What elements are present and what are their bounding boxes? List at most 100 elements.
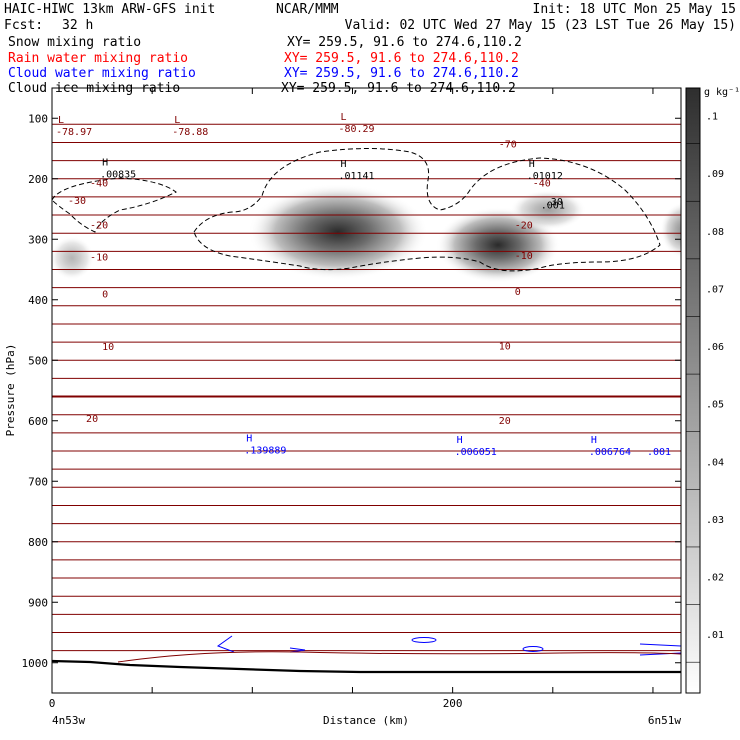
colorbar-label: .06 (706, 342, 724, 353)
colorbar-ramp (685, 87, 701, 694)
y-axis-label: Pressure (hPa) (4, 344, 17, 437)
left-endpoint-label: 4n53w (52, 714, 85, 727)
y-tick-label: 700 (28, 475, 48, 488)
colorbar-label: .08 (706, 227, 724, 238)
field-cloudwater-name: Cloud water mixing ratio (8, 66, 196, 81)
cloud-outline-dashed (52, 177, 177, 233)
contour-value-label: 20 (86, 414, 98, 425)
low-marker: L-78.97 (56, 115, 92, 138)
contour-value-label: -30 (68, 196, 86, 207)
field-rain-xy: XY= 259.5, 91.6 to 274.6,110.2 (284, 51, 519, 66)
marker-value: .01141 (338, 171, 374, 182)
valid-time: Valid: 02 UTC Wed 27 May 15 (23 LST Tue … (345, 18, 736, 33)
terrain-line (52, 659, 681, 674)
marker-value: .006764 (589, 447, 631, 458)
low-marker: L-78.88 (172, 115, 208, 138)
contour-labels: -70 -40 -40 -30 -20 -20 -10 -10 0 0 10 10 20 20 (68, 139, 551, 426)
contour-value-label: -40 (90, 179, 108, 190)
contour-value-label: 10 (499, 341, 511, 352)
colorbar-label: .05 (706, 400, 724, 411)
field-cloudwater-xy: XY= 259.5, 91.6 to 274.6,110.2 (284, 66, 519, 81)
high-marker: H.01141 (338, 159, 374, 182)
field-snow-name: Snow mixing ratio (8, 35, 141, 50)
contour-value-label: .001 (541, 200, 565, 211)
fcst-label: Fcst: (4, 18, 43, 33)
cloud-water-contour (411, 637, 437, 643)
low-marker: L-80.29 (338, 112, 374, 135)
y-tick-label: 1000 (22, 657, 49, 670)
run-title: HAIC-HIWC 13km ARW-GFS init (4, 2, 215, 17)
x-tick-label: 0 (49, 697, 56, 710)
y-tick-label: 200 (28, 173, 48, 186)
y-tick-label: 400 (28, 294, 48, 307)
cloud-water-contour (216, 635, 235, 653)
plot-frame (51, 87, 682, 694)
high-marker: H.00835 (100, 158, 136, 181)
x-tick-label: 200 (443, 697, 463, 710)
ice-blob-left (52, 236, 94, 280)
colorbar-label: .04 (706, 457, 724, 468)
contour-value-label: -10 (515, 251, 533, 262)
x-axis: 0 200 (49, 88, 654, 710)
marker-letter: L (58, 115, 64, 126)
colorbar-label: .01 (706, 630, 724, 641)
colorbar-label: .02 (706, 573, 724, 584)
low-level-contour (117, 651, 681, 663)
marker-value: .00835 (100, 170, 136, 181)
ice-blob-center (248, 184, 428, 280)
marker-letter: H (591, 435, 597, 446)
cloud-water-contour (289, 647, 306, 653)
marker-letter: L (340, 112, 346, 123)
y-tick-label: 600 (28, 415, 48, 428)
marker-value: -78.97 (56, 127, 92, 138)
fcst-value: 32 h (62, 18, 93, 33)
contour-value-label: -20 (90, 220, 108, 231)
marker-value: .01012 (527, 171, 563, 182)
colorbar-label: .1 (706, 112, 718, 123)
extrema-markers: L-78.97L-78.88L-80.29H.00835H.01141H.010… (56, 112, 671, 458)
marker-value: .139889 (244, 445, 286, 456)
contour-value-label: 0 (102, 289, 108, 300)
cloud-ice-shading (52, 184, 681, 283)
y-tick-label: 900 (28, 596, 48, 609)
right-endpoint-label: 6n51w (648, 714, 681, 727)
colorbar: .1 .09 .08 .07 .06 .05 .04 .03 .02 .01 g kg⁻¹ (685, 87, 740, 694)
high-marker: H.006051 (455, 435, 497, 458)
cloud-water-contour (522, 646, 544, 652)
high-marker: H.006764 (589, 435, 631, 458)
marker-value: -78.88 (172, 127, 208, 138)
contour-value-label: 10 (102, 342, 114, 353)
marker-letter: H (457, 435, 463, 446)
high-marker: H.139889 (244, 433, 286, 456)
colorbar-label: .03 (706, 515, 724, 526)
colorbar-units: g kg⁻¹ (704, 87, 740, 98)
ice-blob-edge (660, 202, 681, 258)
marker-letter: H (102, 158, 108, 169)
y-tick-label: 100 (28, 112, 48, 125)
contour-value-label: -70 (499, 139, 517, 150)
high-marker: H.01012 (527, 159, 563, 182)
marker-value: .006051 (455, 447, 497, 458)
marker-letter: H (246, 433, 252, 444)
y-tick-label: 300 (28, 233, 48, 246)
marker-value: -80.29 (338, 124, 374, 135)
header: HAIC-HIWC 13km ARW-GFS init NCAR/MMM Ini… (4, 2, 736, 96)
cloud-outline-dashed-main (193, 148, 661, 272)
ice-blob-upper-right (510, 190, 586, 230)
temperature-contours (52, 123, 681, 652)
colorbar-label: .07 (706, 284, 724, 295)
cloud-water-contour (639, 643, 681, 647)
colorbar-ticks: .1 .09 .08 .07 .06 .05 .04 .03 .02 .01 (686, 112, 724, 663)
x-axis-label: Distance (km) (323, 714, 409, 727)
contour-value-label: 20 (499, 416, 511, 427)
contour-value-label: 0 (515, 287, 521, 298)
org-label: NCAR/MMM (276, 2, 339, 17)
y-tick-label: 500 (28, 354, 48, 367)
field-rain-name: Rain water mixing ratio (8, 51, 188, 66)
colorbar-label: .09 (706, 169, 724, 180)
contour-value-label: .001 (647, 447, 671, 458)
marker-letter: L (174, 115, 180, 126)
contour-value-label: -40 (533, 179, 551, 190)
plot-area (52, 123, 681, 674)
